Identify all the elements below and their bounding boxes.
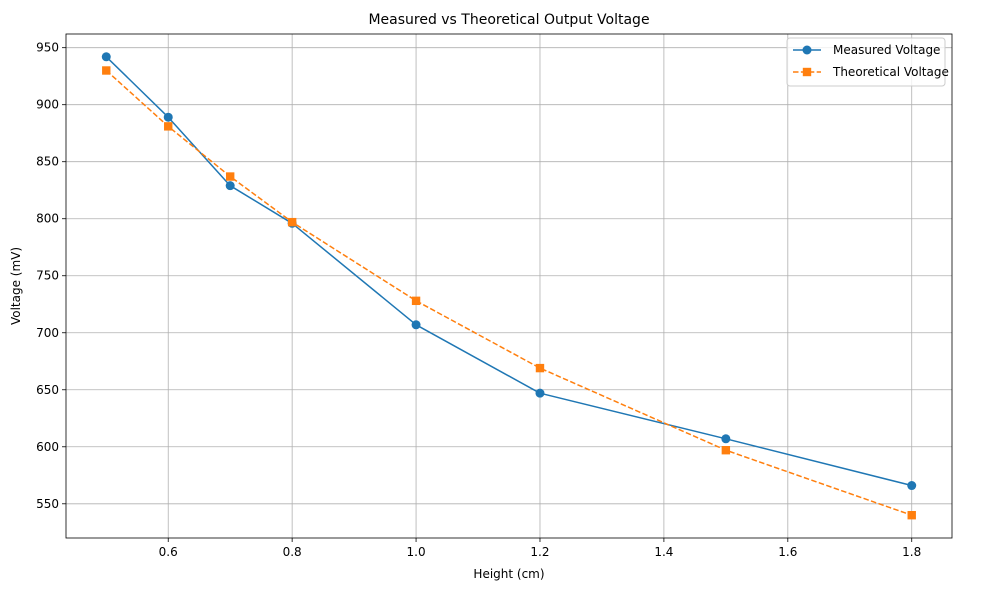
series-2-point <box>164 122 173 131</box>
y-tick-label: 600 <box>36 440 59 454</box>
x-tick-label: 0.8 <box>283 545 302 559</box>
y-tick-label: 950 <box>36 41 59 55</box>
y-tick-label: 800 <box>36 212 59 226</box>
series-layer <box>101 52 917 520</box>
legend-marker-2 <box>802 67 812 77</box>
legend-label-2: Theoretical Voltage <box>832 65 949 79</box>
grid-lines <box>66 34 952 538</box>
series-2-point <box>535 363 545 373</box>
ticks: 0.6 0.8 1.0 1.2 1.4 1.6 1.8 550 600 650 700 750 800 8… <box>36 41 921 559</box>
legend-label-1: Measured Voltage <box>833 43 940 57</box>
series-2-point <box>411 296 421 306</box>
series-1-point <box>535 388 545 398</box>
x-tick-label: 1.8 <box>902 545 921 559</box>
series-line-2 <box>105 69 912 516</box>
x-tick-label: 1.0 <box>407 545 426 559</box>
y-tick-label: 900 <box>36 98 59 112</box>
y-tick-label: 650 <box>36 383 59 397</box>
y-tick-label: 850 <box>36 155 59 169</box>
series-2-point <box>721 445 731 455</box>
y-axis-label: Voltage (mV) <box>9 247 23 325</box>
series-1-point <box>163 112 173 122</box>
series-2-point <box>907 510 916 520</box>
axes-frame <box>65 33 953 539</box>
series-1-point <box>225 181 235 191</box>
legend-box <box>786 37 946 87</box>
series-2-point <box>225 172 235 181</box>
series-1-point <box>907 481 917 491</box>
y-tick-label: 550 <box>36 497 59 511</box>
x-tick-label: 1.6 <box>778 545 797 559</box>
x-tick-label: 1.4 <box>654 545 673 559</box>
series-1-point <box>721 434 731 444</box>
x-tick-label: 1.2 <box>530 545 549 559</box>
series-1-point <box>411 320 421 330</box>
series-line-1 <box>105 56 912 487</box>
y-tick-label: 750 <box>36 269 59 283</box>
legend: Measured Voltage Theoretical Voltage <box>786 37 949 87</box>
series-1-point <box>101 52 111 62</box>
legend-marker-1 <box>802 45 812 55</box>
x-axis-label: Height (cm) <box>473 567 544 581</box>
x-tick-label: 0.6 <box>159 545 178 559</box>
series-2-point <box>102 66 111 75</box>
y-tick-label: 700 <box>36 326 59 340</box>
series-2-point <box>287 217 297 227</box>
chart-title: Measured vs Theoretical Output Voltage <box>368 12 649 28</box>
